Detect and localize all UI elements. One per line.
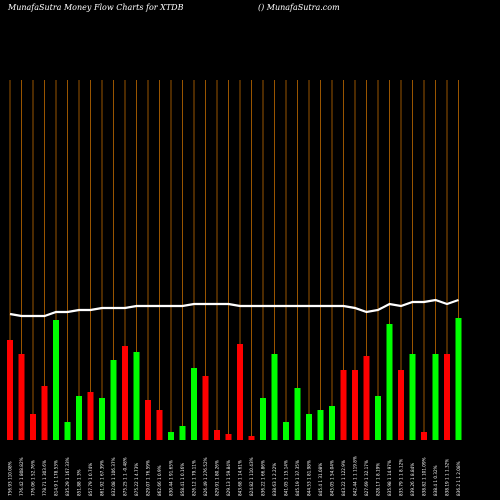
money-flow-bar (398, 370, 404, 440)
money-flow-bar (64, 422, 71, 440)
money-flow-bar (214, 430, 220, 440)
money-flow-bar (329, 406, 335, 440)
chart-title: MunafaSutra Money Flow Charts for XTDB (8, 3, 184, 12)
money-flow-bar (53, 320, 59, 440)
money-flow-bar (409, 354, 416, 440)
money-flow-bar (237, 344, 243, 440)
money-flow-bar (156, 410, 163, 440)
x-tick-label: 843.68 1 14.61% (238, 460, 243, 496)
money-flow-bar (87, 392, 94, 440)
x-tick-label: 844.53 1 81.98% (307, 460, 312, 496)
money-flow-bar (294, 388, 301, 440)
x-tick-label: 826.12 1 79.11% (192, 460, 197, 496)
x-tick-label: 843.22 1 122.9% (341, 460, 346, 496)
x-tick-label: 838.19 1 1 1.32% (445, 459, 450, 496)
money-flow-bar (145, 400, 151, 440)
money-flow-bar (110, 360, 117, 440)
x-tick-label: 857.79 1 0.74% (88, 463, 93, 496)
x-tick-label: 814.9 1 178.53% (54, 460, 59, 496)
x-tick-label: 836.22 1 66.86% (261, 460, 266, 496)
money-flow-bar (18, 354, 25, 440)
money-flow-bar (317, 410, 324, 440)
x-tick-label: 861.92 1 67.39% (100, 460, 105, 496)
x-tick-label: 835.98 1 14.97% (387, 460, 392, 496)
x-tick-label: 845.19 1 37.35% (295, 460, 300, 496)
money-flow-bar (421, 432, 427, 440)
money-flow-bar (168, 432, 174, 440)
x-tick-label: 838.82 1 101.09% (422, 457, 427, 496)
x-tick-label: 832.08 1 106.37% (111, 457, 116, 496)
money-flow-bar (260, 398, 266, 440)
money-flow-bar (375, 396, 381, 440)
money-flow-bar (30, 414, 36, 440)
x-tick-label: 756.93 110.08% (8, 461, 13, 496)
money-flow-bar (340, 370, 347, 440)
x-tick-label: 776.42 1 808.82% (19, 457, 24, 496)
x-tick-labels: 756.93 110.08% 776.42 1 808.82% 776.06 1 5… (8, 456, 462, 496)
x-tick-label: 835.29 1 167.33% (65, 457, 70, 496)
x-tick-label: 862.66 1 0.9% (157, 465, 162, 496)
x-tick-label: 826.49 1 276.52% (203, 457, 208, 496)
money-flow-bar (76, 396, 82, 440)
money-flow-bar (179, 426, 186, 440)
money-flow-bar (122, 346, 128, 440)
money-flow-bar (248, 436, 255, 440)
x-tick-label: 845.05 1 54.04% (330, 460, 335, 496)
money-flow-bar (386, 324, 393, 440)
x-tick-label: 830.44 1 91.65% (169, 460, 174, 496)
money-flow-bar (363, 356, 370, 440)
money-flow-bar (306, 414, 312, 440)
x-tick-label: 841.05 1 15.14% (284, 460, 289, 496)
x-tick-label: 829.13 1 59.84% (226, 460, 231, 496)
x-tick-label: 842.44 1 1 119.8% (353, 456, 358, 496)
x-tick-label: 839.26 1 8.84% (410, 463, 415, 496)
money-flow-bar (133, 352, 140, 440)
x-tick-label: 827.69 1 32.17% (364, 460, 369, 496)
money-flow-bar (191, 368, 197, 440)
bars (7, 318, 462, 440)
money-flow-bar (283, 422, 289, 440)
x-tick-label: 835.79 1 1 8.12% (399, 459, 404, 496)
money-flow-bar (444, 354, 450, 440)
x-tick-label: 875.25 1 1 -0.48% (123, 457, 128, 496)
x-tick-label: 838.4 1 0.32% (433, 465, 438, 496)
money-flow-bar (7, 340, 13, 440)
x-tick-label: 845.4 1 31.08% (318, 463, 323, 496)
x-tick-label: 828.17 1 8.19% (376, 463, 381, 496)
x-tick-label: 851.88 1 3% (77, 469, 82, 496)
x-tick-label: 829.91 1 80.26% (215, 460, 220, 496)
site-credit: () MunafaSutra.com (258, 3, 340, 12)
money-flow-bar (455, 318, 462, 440)
money-flow-bar (225, 434, 232, 440)
x-tick-label: 778.71 1 303.6% (42, 460, 47, 496)
flow-line (9, 298, 459, 318)
money-flow-bar (99, 398, 105, 440)
x-tick-label: 858.41 1 0.16% (180, 463, 185, 496)
money-flow-bar (352, 370, 358, 440)
money-flow-bar (41, 386, 48, 440)
x-tick-label: 836.2 1 1 2.08% (456, 461, 461, 496)
x-tick-label: 838.63 1 2.22% (272, 463, 277, 496)
money-flow-bar (271, 354, 278, 440)
x-tick-label: 824.82 1 110.43% (249, 457, 254, 496)
money-flow-bar (202, 376, 209, 440)
x-tick-label: 875.22 1 4.73% (134, 463, 139, 496)
x-tick-label: 829.07 1 76.59% (146, 460, 151, 496)
money-flow-bar (432, 354, 439, 440)
x-tick-label: 776.06 1 52.76% (31, 460, 36, 496)
